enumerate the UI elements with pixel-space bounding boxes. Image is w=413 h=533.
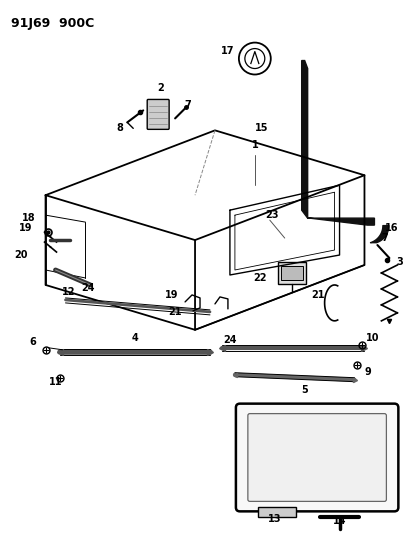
Text: 22: 22 [252,273,266,283]
Text: 19: 19 [165,290,178,300]
Text: 3: 3 [395,257,402,267]
Text: 23: 23 [264,210,278,220]
Text: 91J69  900C: 91J69 900C [11,17,94,30]
FancyBboxPatch shape [277,262,305,284]
Text: 20: 20 [14,250,27,260]
Text: 24: 24 [223,335,236,345]
Polygon shape [301,61,373,225]
Text: 6: 6 [29,337,36,347]
FancyBboxPatch shape [280,266,302,280]
Text: 19: 19 [19,223,32,233]
Text: 5: 5 [301,385,307,394]
FancyBboxPatch shape [247,414,385,502]
Text: 2: 2 [157,84,163,93]
Text: 4: 4 [132,333,138,343]
Text: 1: 1 [251,140,258,150]
Text: 13: 13 [267,514,281,524]
Text: 21: 21 [310,290,324,300]
Text: 8: 8 [116,123,123,133]
Text: 24: 24 [81,283,95,293]
Text: 16: 16 [384,223,397,233]
Text: 7: 7 [380,233,387,243]
Text: 12: 12 [62,287,75,297]
FancyBboxPatch shape [257,507,295,518]
Text: 17: 17 [221,45,234,55]
Text: 7: 7 [184,100,191,110]
Text: 15: 15 [254,123,268,133]
Text: 18: 18 [22,213,36,223]
Text: 21: 21 [168,307,181,317]
Text: 9: 9 [363,367,370,377]
Text: 11: 11 [49,377,62,387]
Text: 10: 10 [365,333,378,343]
FancyBboxPatch shape [235,403,397,511]
Text: 14: 14 [332,516,345,526]
FancyBboxPatch shape [147,100,169,130]
